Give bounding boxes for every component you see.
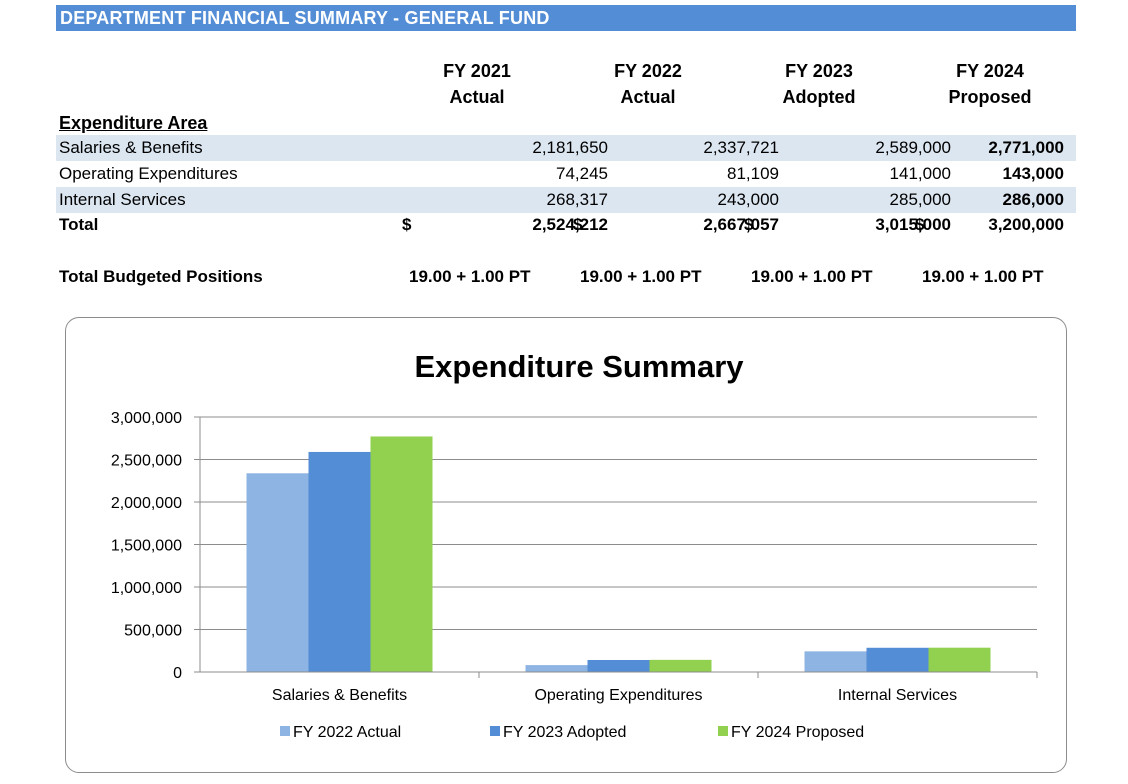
column-header-year: FY 2022 — [614, 61, 682, 81]
cell-fy2024: 143,000 — [1002, 164, 1064, 183]
y-tick-label: 2,500,000 — [111, 453, 182, 470]
total-fy2022: 2,667,057 — [703, 215, 779, 234]
cell-fy2021: 2,181,650 — [532, 138, 608, 157]
positions-fy2021: 19.00 + 1.00 PT — [409, 267, 531, 286]
column-header-type: Adopted — [782, 87, 856, 107]
row-label: Salaries & Benefits — [59, 138, 203, 157]
bar-fy-2022-actual-0 — [246, 473, 309, 672]
positions-fy2022: 19.00 + 1.00 PT — [580, 267, 702, 286]
bar-fy-2024-proposed-2 — [928, 647, 991, 672]
positions-row: Total Budgeted Positions 19.00 + 1.00 PT… — [56, 264, 1076, 290]
positions-label: Total Budgeted Positions — [59, 267, 263, 286]
bar-fy-2024-proposed-1 — [649, 659, 712, 672]
y-tick-label: 3,000,000 — [111, 410, 182, 427]
cell-fy2023: 2,589,000 — [875, 138, 951, 157]
currency-symbol: $ — [573, 215, 583, 234]
x-category-label: Operating Expenditures — [534, 687, 702, 704]
total-fy2021: 2,524,212 — [532, 215, 608, 234]
positions-fy2023: 19.00 + 1.00 PT — [751, 267, 873, 286]
cell-fy2022: 81,109 — [727, 164, 779, 183]
legend-swatch — [490, 726, 500, 736]
y-tick-label: 2,000,000 — [111, 495, 182, 512]
cell-fy2024: 286,000 — [1002, 190, 1064, 209]
column-header-fy2023: FY 2023 Adopted — [744, 58, 894, 110]
cell-fy2023: 285,000 — [889, 190, 951, 209]
total-fy2023: 3,015,000 — [875, 215, 951, 234]
expenditure-area-label: Expenditure Area — [59, 113, 208, 133]
column-header-type: Actual — [449, 87, 505, 107]
currency-symbol: $ — [915, 215, 925, 234]
x-category-label: Salaries & Benefits — [272, 687, 407, 704]
column-header-fy2024: FY 2024 Proposed — [915, 58, 1065, 110]
currency-symbol: $ — [744, 215, 754, 234]
y-tick-label: 0 — [173, 665, 182, 682]
positions-fy2024: 19.00 + 1.00 PT — [922, 267, 1044, 286]
cell-fy2021: 268,317 — [546, 190, 608, 209]
total-row: Total $ 2,524,212 $ 2,667,057 $ 3,015,00… — [56, 212, 1076, 238]
cell-fy2021: 74,245 — [556, 164, 608, 183]
bar-fy-2022-actual-2 — [804, 651, 867, 672]
bar-fy-2023-adopted-2 — [866, 647, 929, 672]
row-label: Internal Services — [59, 190, 186, 209]
cell-fy2022: 243,000 — [717, 190, 779, 209]
legend-label: FY 2023 Adopted — [503, 724, 626, 741]
column-header-type: Proposed — [948, 87, 1032, 107]
column-header-type: Actual — [620, 87, 676, 107]
chart-title: Expenditure Summary — [414, 349, 744, 384]
legend-swatch — [280, 726, 290, 736]
cell-fy2024: 2,771,000 — [988, 138, 1064, 157]
y-tick-label: 1,500,000 — [111, 538, 182, 555]
total-fy2024: 3,200,000 — [988, 215, 1064, 234]
bar-fy-2023-adopted-1 — [587, 660, 650, 672]
currency-symbol: $ — [402, 215, 412, 234]
page-title: DEPARTMENT FINANCIAL SUMMARY - GENERAL F… — [56, 5, 1076, 31]
y-tick-label: 500,000 — [124, 623, 182, 640]
column-header-fy2021: FY 2021 Actual — [402, 58, 552, 110]
column-header-year: FY 2021 — [443, 61, 511, 81]
bar-fy-2023-adopted-0 — [308, 451, 371, 672]
total-label: Total — [59, 215, 99, 234]
table-row: Salaries & Benefits 2,181,650 2,337,721 … — [56, 135, 1076, 161]
cell-fy2023: 141,000 — [889, 164, 951, 183]
cell-fy2022: 2,337,721 — [703, 138, 779, 157]
legend-label: FY 2022 Actual — [293, 724, 401, 741]
row-label: Operating Expenditures — [59, 164, 238, 183]
table-row: Internal Services 268,317 243,000 285,00… — [56, 187, 1076, 213]
column-header-year: FY 2024 — [956, 61, 1024, 81]
x-category-label: Internal Services — [838, 687, 957, 704]
legend-swatch — [718, 726, 728, 736]
bar-fy-2022-actual-1 — [525, 665, 588, 672]
bar-fy-2024-proposed-0 — [370, 436, 433, 672]
legend-label: FY 2024 Proposed — [731, 724, 864, 741]
table-row: Operating Expenditures 74,245 81,109 141… — [56, 161, 1076, 187]
column-header-year: FY 2023 — [785, 61, 853, 81]
y-tick-label: 1,000,000 — [111, 580, 182, 597]
column-header-fy2022: FY 2022 Actual — [573, 58, 723, 110]
